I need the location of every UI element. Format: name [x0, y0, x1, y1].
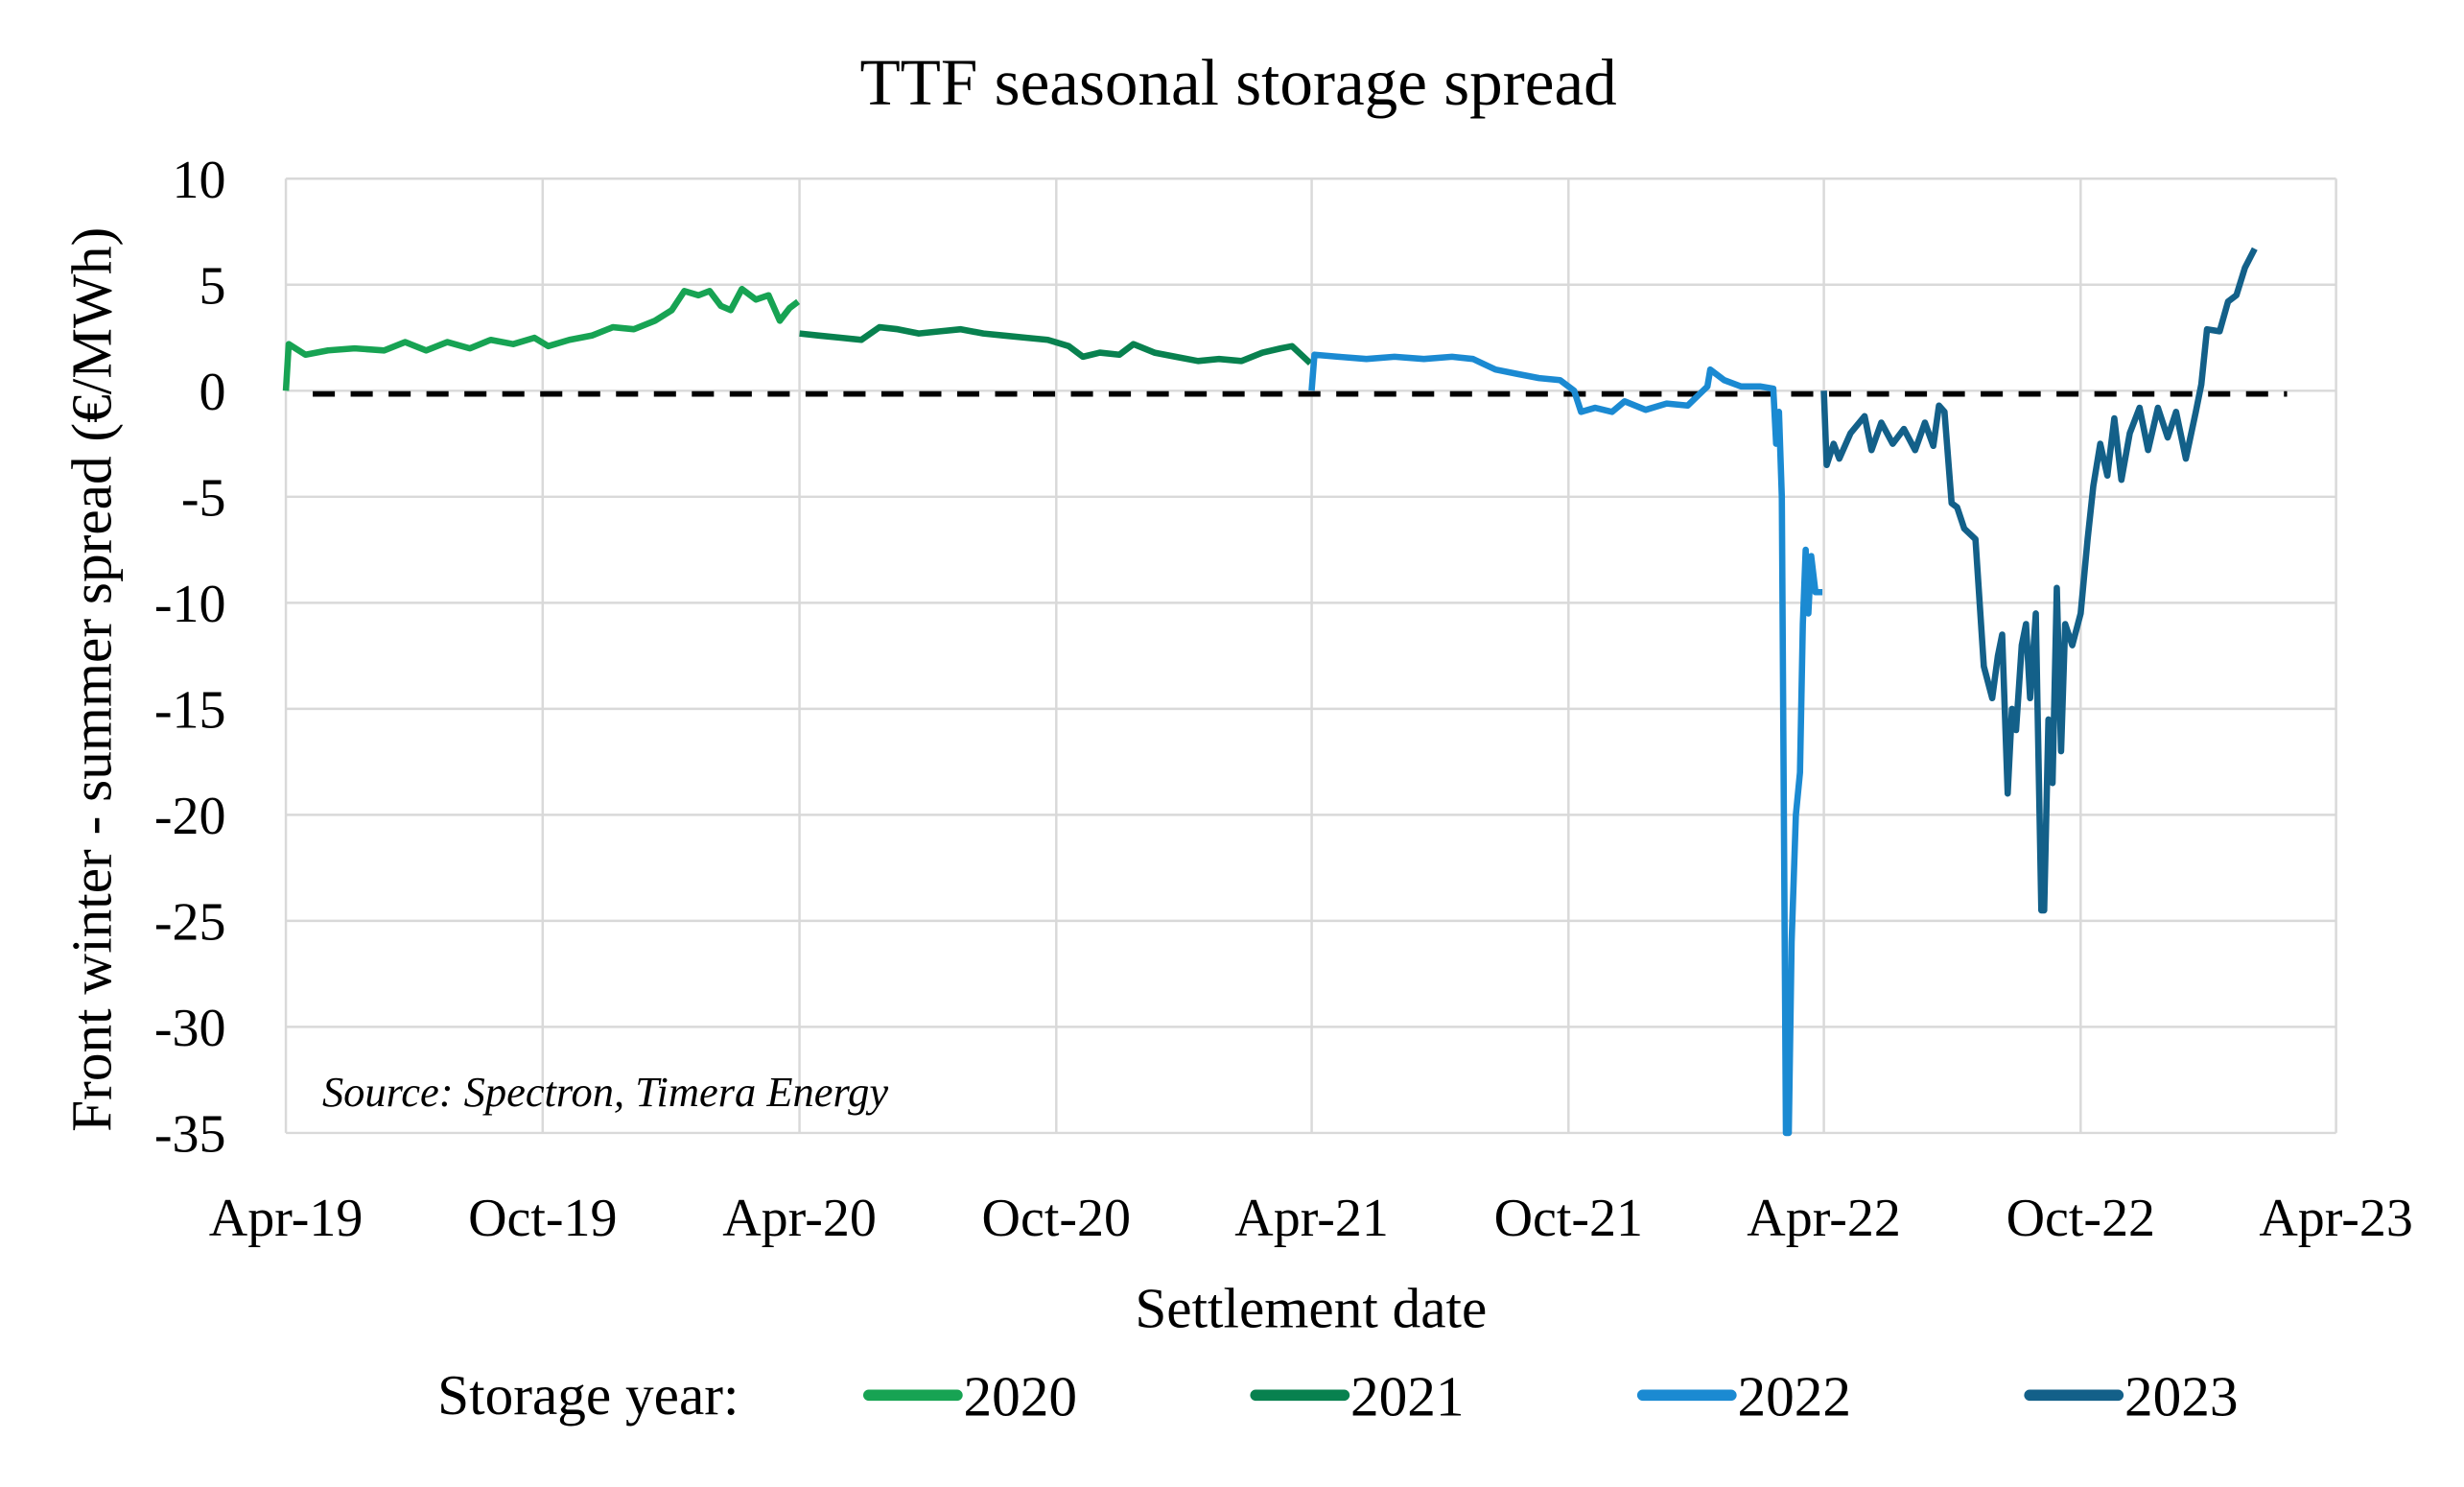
y-tick-label: 0 — [199, 363, 225, 422]
y-tick-label: 5 — [199, 257, 225, 317]
y-axis-label: Front winter - summer spread (€/MWh) — [59, 227, 123, 1132]
y-tick-label: -25 — [154, 893, 226, 953]
y-axis-ticks: 10 5 0 -5 -10 -15 -20 -25 -30 -35 — [154, 151, 226, 1165]
series-line-2023 — [1820, 247, 2258, 914]
legend-label-2021: 2021 — [1350, 1365, 1465, 1428]
y-tick-label: -15 — [154, 681, 226, 741]
x-tick-label: Oct-22 — [2006, 1189, 2155, 1248]
x-tick-label: Oct-19 — [468, 1189, 617, 1248]
x-tick-label: Apr-19 — [209, 1189, 364, 1248]
y-tick-label: -10 — [154, 575, 226, 634]
legend-title: Storage year: — [437, 1363, 739, 1427]
series-line-2022 — [1308, 351, 1823, 1137]
y-tick-label: -35 — [154, 1105, 226, 1165]
chart-title: TTF seasonal storage spread — [859, 45, 1616, 119]
x-tick-label: Oct-20 — [982, 1189, 1131, 1248]
y-tick-label: -30 — [154, 999, 226, 1058]
source-annotation: Source: Spectron, Timera Energy — [322, 1068, 888, 1116]
x-tick-label: Apr-21 — [1234, 1189, 1389, 1248]
legend: Storage year: 2020 2021 2022 2023 — [437, 1363, 2238, 1428]
legend-label-2023: 2023 — [2124, 1365, 2239, 1428]
x-axis-label: Settlement date — [1135, 1276, 1487, 1339]
gridlines — [284, 177, 2337, 1135]
x-axis-ticks: Apr-19 Oct-19 Apr-20 Oct-20 Apr-21 Oct-21 Apr-… — [209, 1189, 2413, 1248]
legend-label-2020: 2020 — [964, 1365, 1078, 1428]
y-tick-label: 10 — [173, 151, 226, 210]
y-tick-label: -20 — [154, 787, 226, 846]
x-tick-label: Apr-23 — [2259, 1189, 2413, 1248]
legend-label-2022: 2022 — [1737, 1365, 1851, 1428]
series-lines — [282, 247, 2258, 1137]
y-tick-label: -5 — [181, 469, 226, 529]
x-tick-label: Apr-20 — [722, 1189, 877, 1248]
series-line-2021 — [799, 323, 1313, 366]
x-tick-label: Apr-22 — [1747, 1189, 1901, 1248]
x-tick-label: Oct-21 — [1494, 1189, 1643, 1248]
series-line-2020 — [282, 285, 801, 391]
